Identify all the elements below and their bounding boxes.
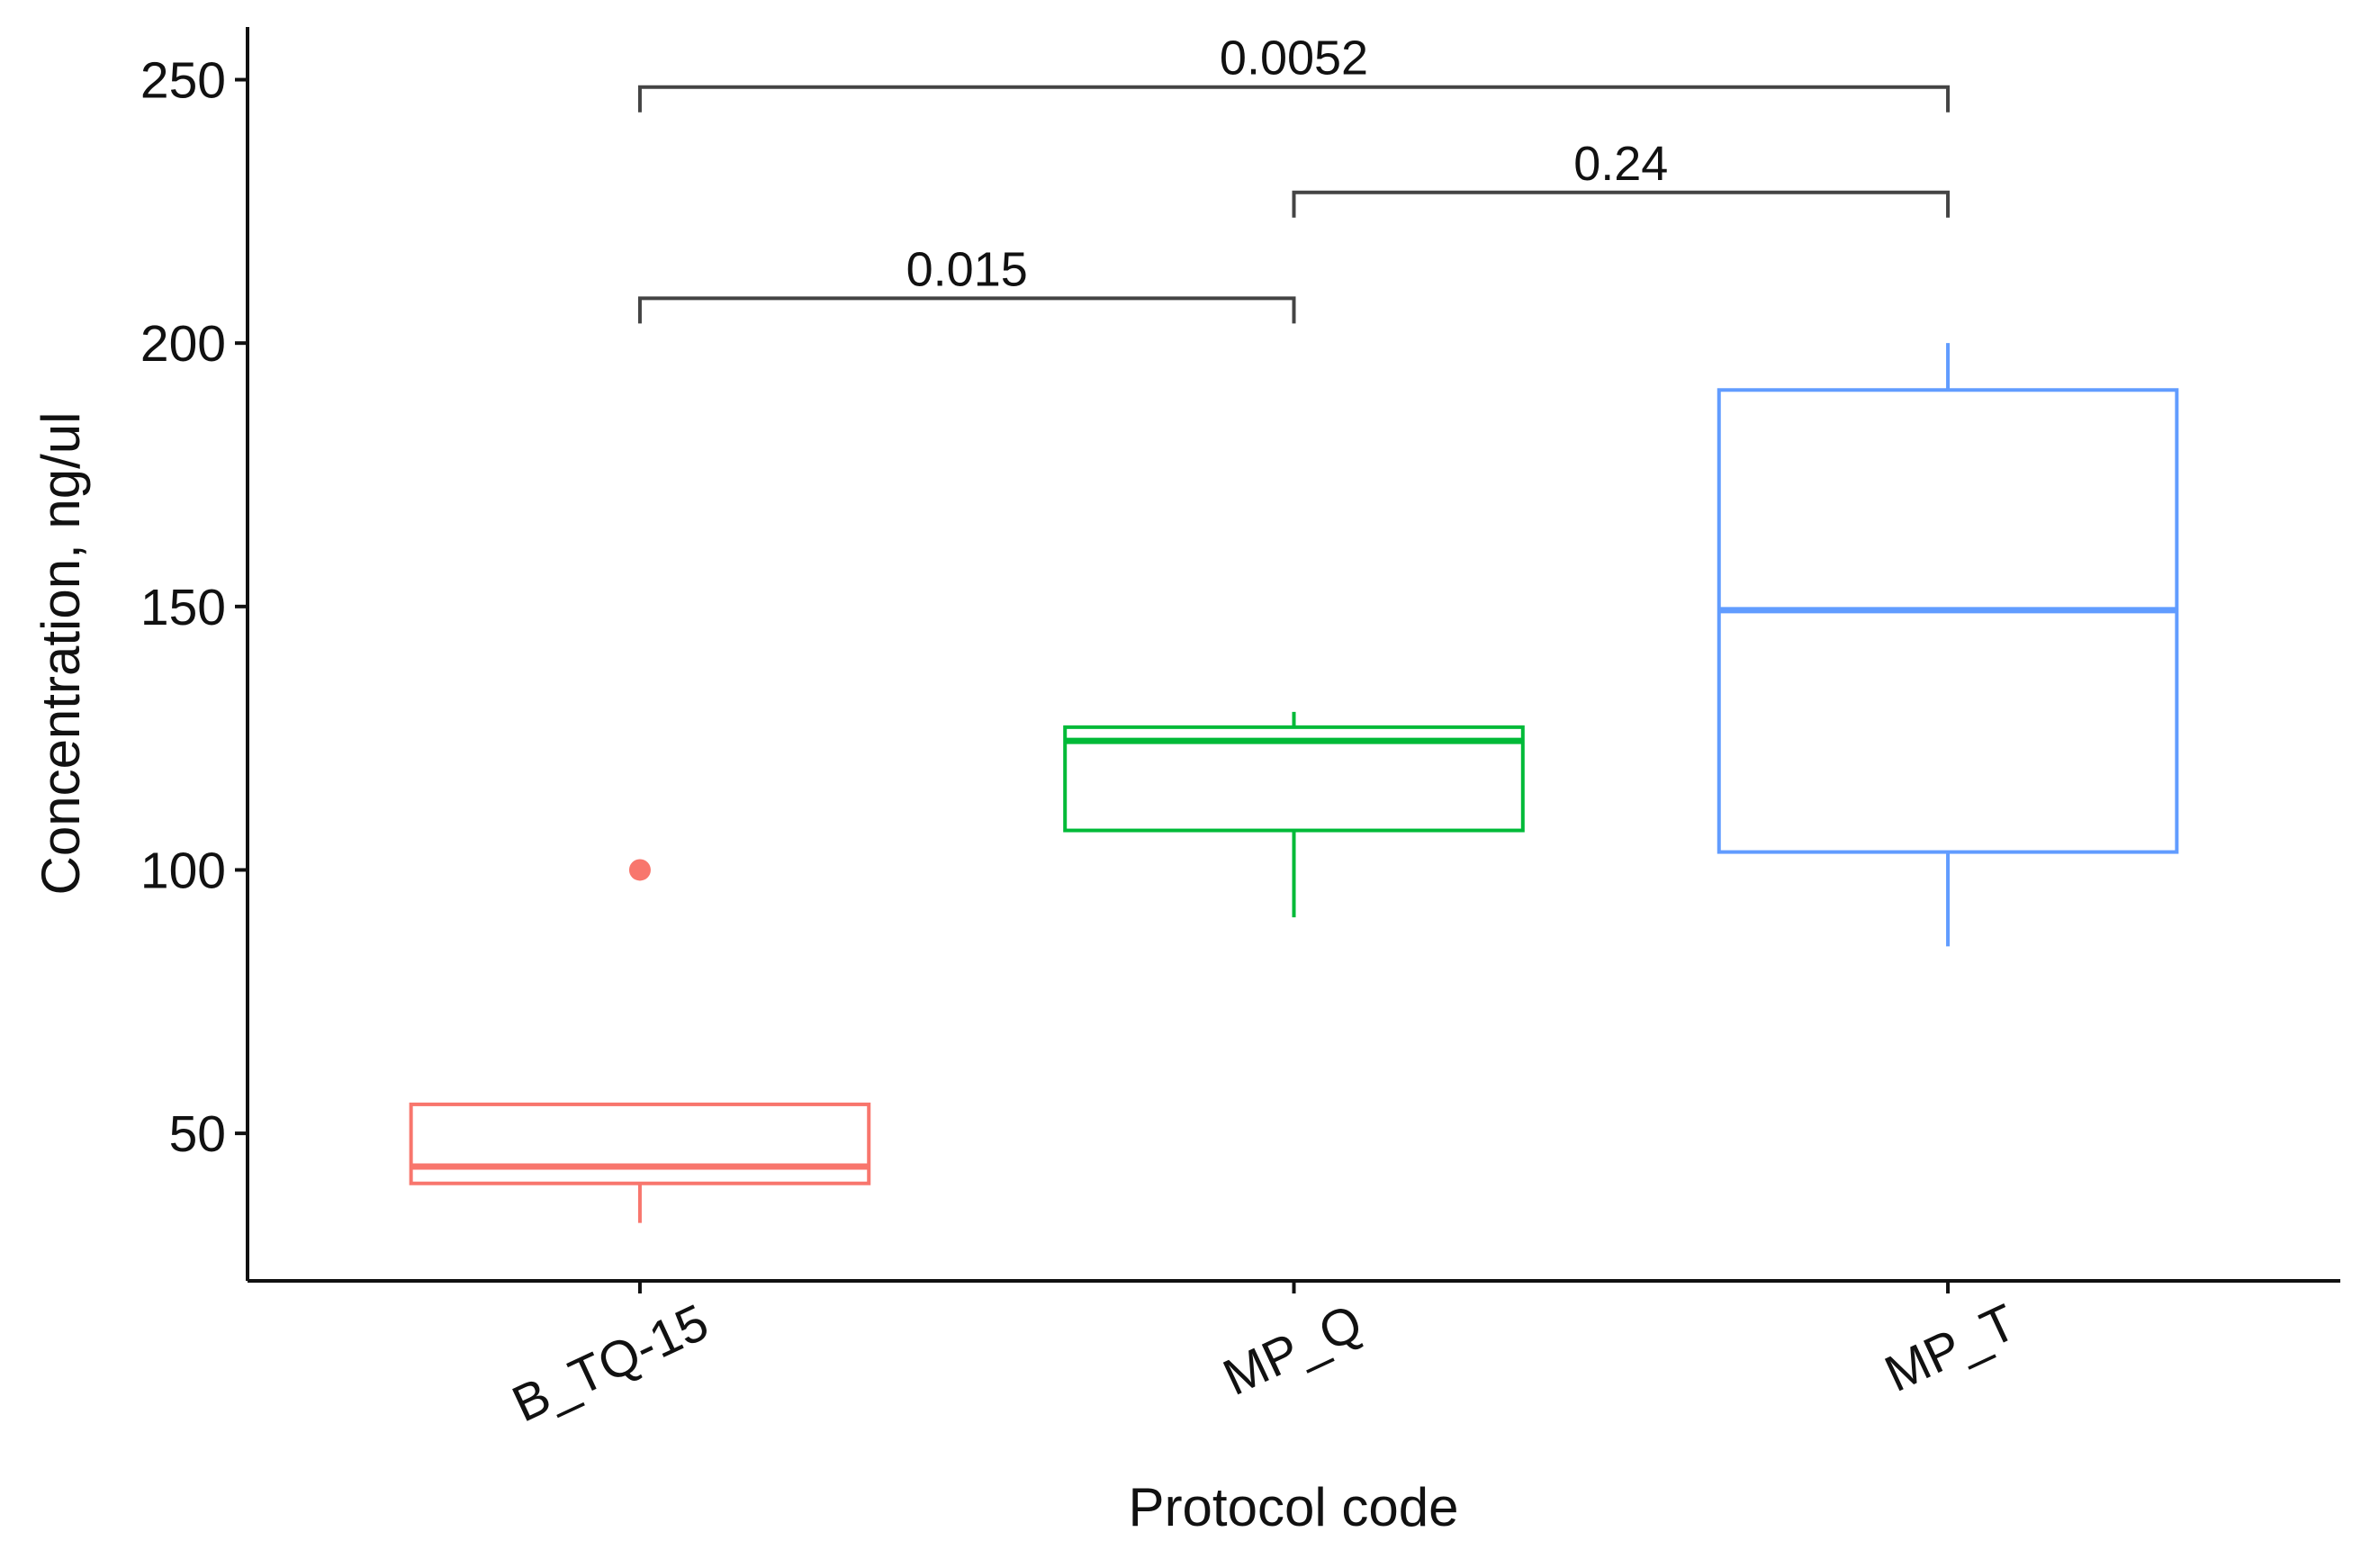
box [409, 1102, 871, 1185]
outlier [628, 859, 651, 881]
box [1063, 725, 1525, 833]
p-value-label: 0.0052 [1220, 32, 1368, 86]
y-tick-label: 100 [140, 842, 226, 899]
p-value-label: 0.24 [1573, 137, 1668, 191]
significance-bracket [637, 85, 1951, 113]
x-tick-label: MP_T [1877, 1293, 2025, 1403]
x-tick-label: MP_Q [1215, 1293, 1371, 1407]
significance-bracket [637, 296, 1296, 324]
y-tick-label: 150 [140, 579, 226, 636]
y-tick-label: 250 [140, 52, 226, 110]
y-tick-label: 50 [169, 1105, 226, 1163]
box [1717, 388, 2179, 854]
significance-bracket [1292, 190, 1951, 218]
x-axis-title: Protocol code [1129, 1477, 1459, 1537]
p-value-label: 0.015 [906, 242, 1028, 296]
y-axis-title: Concentration, ng/ul [31, 411, 91, 895]
x-tick-label: B_TQ-15 [504, 1293, 717, 1434]
y-tick-label: 200 [140, 315, 226, 373]
